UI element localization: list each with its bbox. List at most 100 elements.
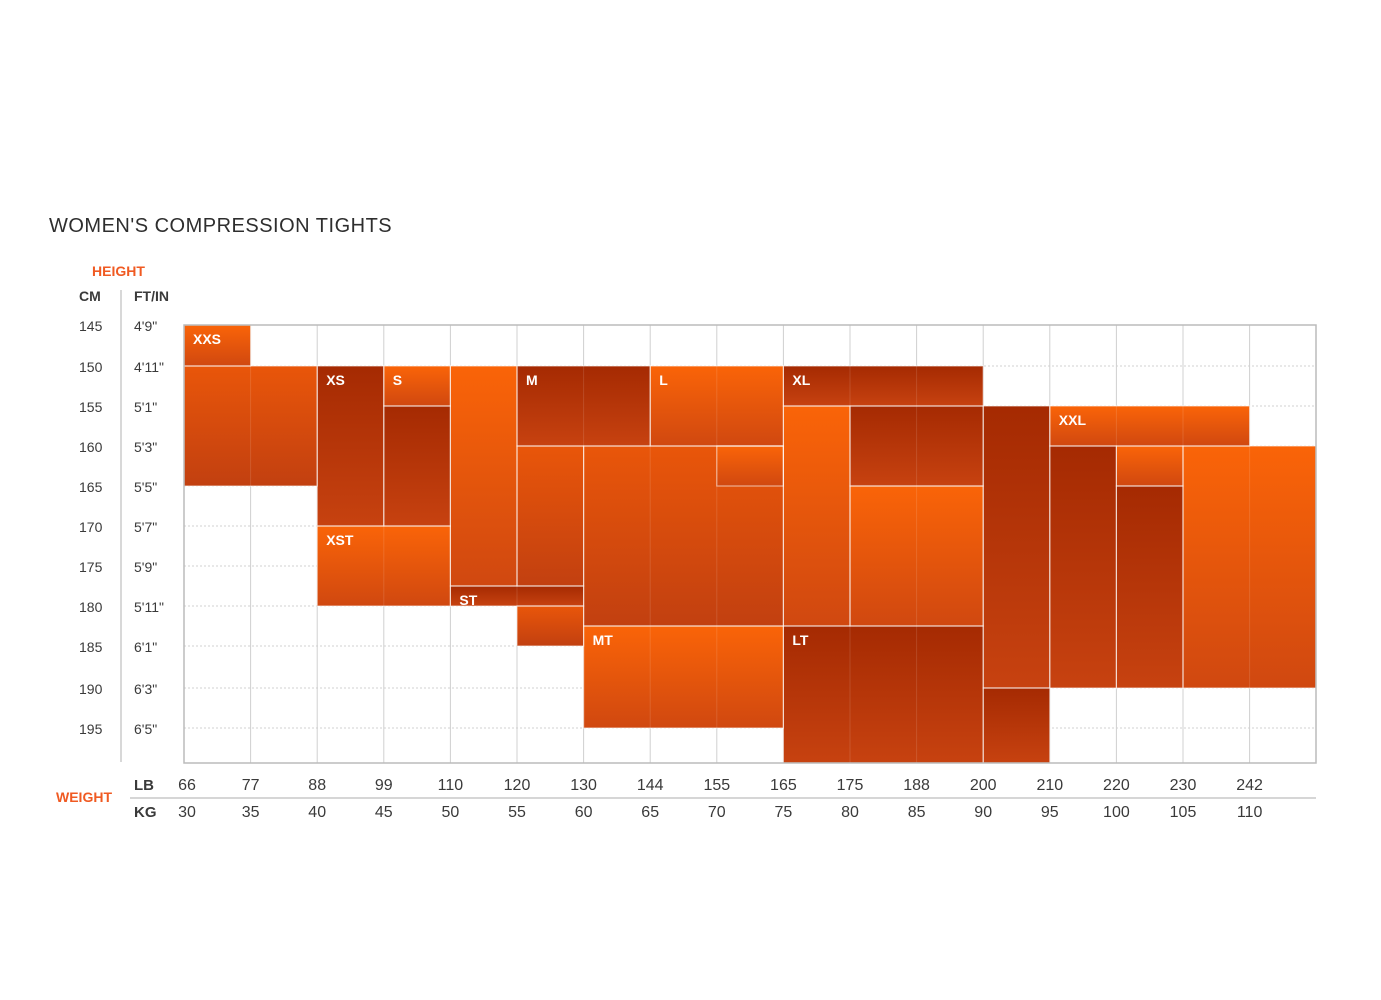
chart-title: WOMEN'S COMPRESSION TIGHTS bbox=[49, 215, 392, 237]
height-tick-ftin: 6'1" bbox=[134, 639, 157, 655]
size-region-st bbox=[450, 586, 584, 606]
size-region bbox=[716, 446, 784, 486]
weight-tick-lb: 188 bbox=[903, 777, 930, 794]
weight-tick-kg: 30 bbox=[178, 804, 196, 821]
size-region-mt bbox=[583, 626, 784, 728]
height-unit-ftin: FT/IN bbox=[134, 288, 169, 304]
height-tick-cm: 185 bbox=[79, 639, 103, 655]
size-label-xl: XL bbox=[792, 372, 810, 388]
weight-unit-lb: LB bbox=[134, 777, 154, 794]
size-region bbox=[850, 406, 984, 486]
size-region-s bbox=[383, 366, 451, 406]
height-tick-cm: 190 bbox=[79, 681, 103, 697]
weight-tick-kg: 100 bbox=[1103, 804, 1130, 821]
size-region-outline bbox=[316, 525, 452, 607]
height-tick-cm: 170 bbox=[79, 519, 103, 535]
weight-tick-kg: 65 bbox=[641, 804, 659, 821]
size-region bbox=[983, 406, 1050, 688]
weight-tick-lb: 175 bbox=[837, 777, 864, 794]
size-region-l bbox=[650, 366, 784, 446]
size-label-st: ST bbox=[459, 592, 477, 608]
size-region bbox=[1116, 446, 1183, 486]
size-label-xxl: XXL bbox=[1059, 412, 1087, 428]
weight-axis-label: WEIGHT bbox=[56, 789, 112, 805]
size-region-xst bbox=[317, 526, 451, 606]
size-region-xl bbox=[783, 366, 984, 406]
height-tick-ftin: 4'11" bbox=[134, 359, 164, 375]
size-region bbox=[983, 688, 1050, 763]
weight-unit-kg: KG bbox=[134, 804, 157, 821]
height-tick-ftin: 6'3" bbox=[134, 681, 157, 697]
size-region bbox=[383, 406, 451, 526]
weight-tick-lb: 120 bbox=[504, 777, 531, 794]
size-region bbox=[184, 366, 318, 486]
weight-tick-lb: 242 bbox=[1236, 777, 1263, 794]
weight-tick-lb: 66 bbox=[178, 777, 196, 794]
height-tick-ftin: 5'1" bbox=[134, 399, 157, 415]
weight-tick-kg: 95 bbox=[1041, 804, 1059, 821]
height-tick-ftin: 5'3" bbox=[134, 439, 157, 455]
height-tick-cm: 150 bbox=[79, 359, 103, 375]
size-labels: XXS XS S M L XL XXL XST ST MT LT bbox=[193, 331, 1086, 648]
height-tick-ftin: 5'9" bbox=[134, 559, 157, 575]
size-region-xxl bbox=[1049, 406, 1250, 446]
weight-tick-lb: 210 bbox=[1036, 777, 1063, 794]
height-tick-cm: 145 bbox=[79, 318, 103, 334]
size-region bbox=[783, 406, 850, 626]
size-label-xxs: XXS bbox=[193, 331, 221, 347]
weight-tick-kg: 60 bbox=[575, 804, 593, 821]
height-tick-ftin: 6'5" bbox=[134, 721, 157, 737]
weight-tick-lb: 99 bbox=[375, 777, 393, 794]
size-label-s: S bbox=[393, 372, 402, 388]
size-label-l: L bbox=[659, 372, 668, 388]
weight-tick-lb: 155 bbox=[703, 777, 730, 794]
height-tick-ftin: 4'9" bbox=[134, 318, 157, 334]
size-region bbox=[1049, 446, 1117, 688]
weight-tick-kg: 75 bbox=[775, 804, 793, 821]
size-label-lt: LT bbox=[792, 632, 809, 648]
height-tick-ftin: 5'7" bbox=[134, 519, 157, 535]
weight-tick-lb: 77 bbox=[242, 777, 260, 794]
size-region bbox=[517, 606, 584, 646]
size-region bbox=[850, 486, 984, 626]
size-regions bbox=[183, 324, 1317, 764]
weight-tick-kg: 105 bbox=[1170, 804, 1197, 821]
size-region bbox=[517, 446, 584, 586]
height-tick-cm: 160 bbox=[79, 439, 103, 455]
height-tick-ftin: 5'5" bbox=[134, 479, 157, 495]
size-region-xxs bbox=[184, 325, 251, 366]
height-tick-cm: 175 bbox=[79, 559, 103, 575]
size-label-m: M bbox=[526, 372, 538, 388]
weight-tick-kg: 50 bbox=[442, 804, 460, 821]
size-label-xs: XS bbox=[326, 372, 345, 388]
weight-tick-kg: 70 bbox=[708, 804, 726, 821]
weight-tick-lb: 144 bbox=[637, 777, 664, 794]
height-tick-cm: 165 bbox=[79, 479, 103, 495]
weight-tick-lb: 220 bbox=[1103, 777, 1130, 794]
size-label-xst: XST bbox=[326, 532, 354, 548]
weight-tick-kg: 40 bbox=[308, 804, 326, 821]
size-label-mt: MT bbox=[593, 632, 614, 648]
weight-tick-kg: 80 bbox=[841, 804, 859, 821]
weight-tick-lb: 230 bbox=[1170, 777, 1197, 794]
height-tick-cm: 180 bbox=[79, 599, 103, 615]
height-unit-cm: CM bbox=[79, 288, 101, 304]
height-tick-cm: 155 bbox=[79, 399, 103, 415]
weight-tick-kg: 110 bbox=[1237, 804, 1263, 821]
size-region bbox=[1116, 486, 1183, 688]
size-region-xs bbox=[317, 366, 384, 526]
height-tick-ftin: 5'11" bbox=[134, 599, 164, 615]
size-region-lt bbox=[783, 626, 984, 763]
weight-tick-kg: 35 bbox=[242, 804, 260, 821]
weight-tick-kg: 55 bbox=[508, 804, 526, 821]
axis-ticks: 145 150 155 160 165 170 175 180 185 190 195 4'9" 4'1… bbox=[79, 318, 1263, 821]
size-region-m bbox=[517, 366, 651, 446]
weight-tick-kg: 90 bbox=[974, 804, 992, 821]
weight-tick-lb: 88 bbox=[308, 777, 326, 794]
weight-tick-kg: 45 bbox=[375, 804, 393, 821]
size-region bbox=[450, 366, 517, 586]
plot-frame bbox=[183, 324, 1317, 764]
weight-tick-kg: 85 bbox=[908, 804, 926, 821]
weight-tick-lb: 200 bbox=[970, 777, 997, 794]
